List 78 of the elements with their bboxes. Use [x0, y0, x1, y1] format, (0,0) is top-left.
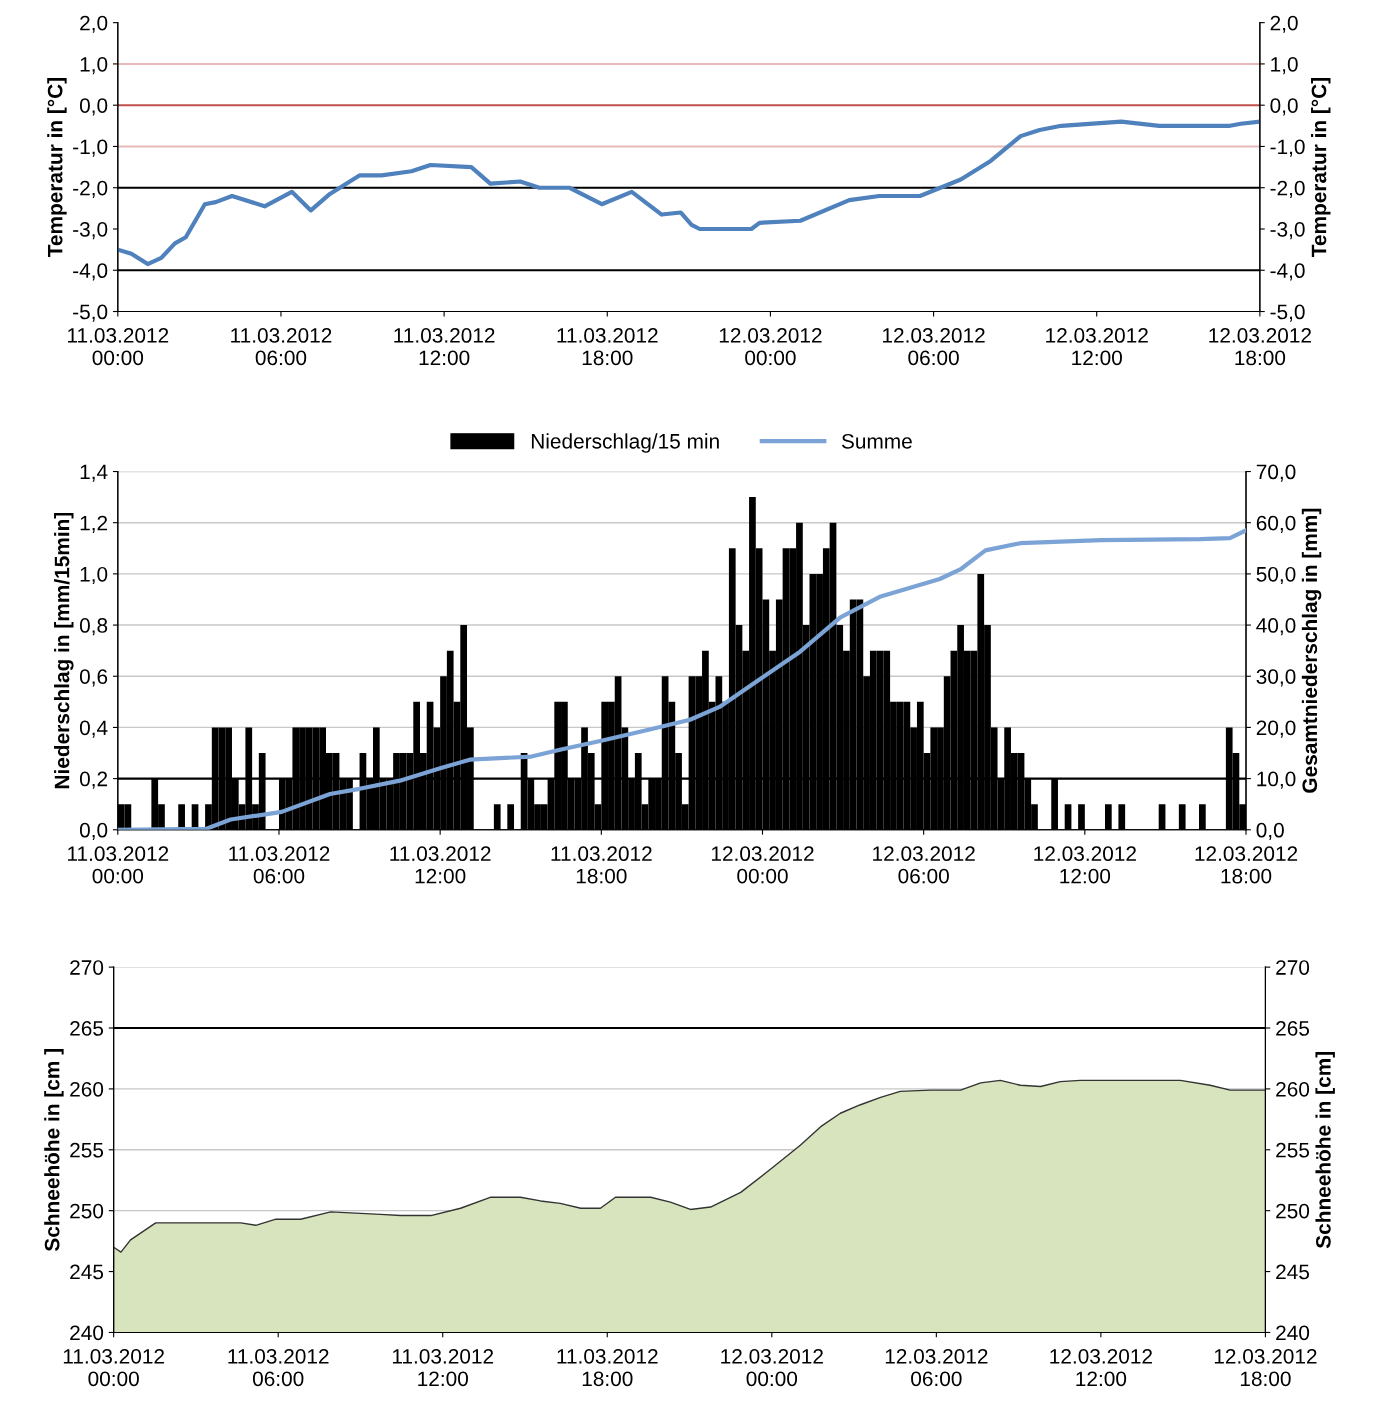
x-tick-label: 12.03.2012 06:00: [883, 328, 985, 366]
y2-axis-title: Temperatur in [°C]: [1311, 78, 1331, 258]
y-axis-title: Niederschlag in [mm/15min]: [54, 512, 74, 789]
x-tick-label: 11.03.2012 18:00: [551, 846, 652, 884]
x-tick-label: 11.03.2012 18:00: [557, 1348, 658, 1387]
y2-tick-label: 20,0: [1256, 720, 1296, 738]
x-tick-label: 11.03.2012 12:00: [394, 328, 495, 366]
x-tick-label: 12.03.2012 06:00: [873, 846, 975, 884]
y-tick-label: 260: [70, 1081, 104, 1097]
y-tick-label: -5,0: [73, 304, 108, 322]
x-tick-label: 12.03.2012 00:00: [711, 846, 814, 884]
y2-tick-label: 10,0: [1257, 771, 1296, 789]
y-tick-label: 250: [70, 1203, 104, 1219]
y2-tick-label: 0,0: [1256, 822, 1284, 840]
y2-tick-label: 2,0: [1270, 15, 1298, 33]
x-tick-label: 12.03.2012 12:00: [1046, 328, 1148, 366]
x-tick-label: 12.03.2012 00:00: [719, 328, 822, 366]
x-tick-label: 12.03.2012 18:00: [1209, 328, 1311, 366]
x-tick-label: 11.03.2012 12:00: [392, 1348, 494, 1387]
y-axis-title: Schneehöhe in [cm ]: [44, 1049, 64, 1252]
x-tick-label: 12.03.2012 12:00: [1050, 1348, 1152, 1387]
y2-tick-label: 255: [1276, 1142, 1310, 1158]
y-tick-label: 1,2: [80, 515, 108, 533]
x-tick-label: 12.03.2012 12:00: [1034, 846, 1136, 884]
x-tick-label: 11.03.2012 00:00: [63, 1348, 164, 1387]
y-tick-label: 0,0: [79, 98, 108, 116]
x-tick-label: 11.03.2012 06:00: [229, 846, 330, 884]
y2-tick-label: 0,0: [1270, 98, 1298, 116]
y-tick-label: 270: [70, 960, 104, 975]
y2-axis-title: Schneehöhe in [cm]: [1315, 1051, 1335, 1249]
y-tick-label: 0,8: [79, 618, 108, 636]
y-tick-label: 1,0: [80, 56, 108, 75]
y2-tick-label: 265: [1276, 1021, 1310, 1036]
y-axis-title: Temperatur in [°C]: [47, 78, 67, 258]
y-tick-label: 1,4: [80, 464, 108, 482]
y-tick-label: 0,0: [79, 822, 108, 840]
x-tick-label: 11.03.2012 12:00: [390, 846, 491, 884]
y-tick-label: 0,4: [79, 720, 108, 738]
y-tick-label: -1,0: [73, 139, 108, 157]
x-tick-label: 12.03.2012 06:00: [885, 1348, 988, 1387]
y2-tick-label: 1,0: [1271, 56, 1298, 75]
x-tick-label: 12.03.2012 18:00: [1214, 1348, 1317, 1387]
y-tick-label: 1,0: [80, 566, 108, 585]
y2-tick-label: -3,0: [1270, 221, 1305, 240]
x-tick-label: 11.03.2012 00:00: [68, 846, 169, 884]
y2-tick-label: 250: [1276, 1203, 1310, 1219]
y2-tick-label: -2,0: [1270, 180, 1305, 198]
y-tick-label: 240: [70, 1325, 104, 1341]
y-tick-label: 245: [70, 1264, 104, 1280]
y2-axis-title: Gesamtniederschlag in [mm]: [1301, 508, 1322, 793]
x-tick-label: 11.03.2012 18:00: [557, 328, 658, 366]
legend-label: Niederschlag/15 min: [531, 433, 719, 453]
y2-tick-label: 40,0: [1256, 618, 1296, 636]
y2-tick-label: 270: [1276, 960, 1310, 975]
y2-tick-label: -1,0: [1270, 139, 1305, 157]
x-tick-label: 11.03.2012 00:00: [68, 328, 169, 366]
x-tick-label: 12.03.2012 18:00: [1195, 846, 1298, 884]
y-tick-label: 2,0: [80, 15, 108, 33]
y-tick-label: 255: [70, 1142, 104, 1158]
y2-tick-label: -5,0: [1270, 304, 1305, 322]
x-tick-label: 12.03.2012 00:00: [721, 1348, 823, 1387]
y2-tick-label: 50,0: [1256, 566, 1296, 585]
legend-label: Summe: [841, 433, 912, 449]
y-tick-label: 0,2: [79, 771, 108, 789]
y2-tick-label: 260: [1276, 1081, 1310, 1097]
y-tick-label: -3,0: [73, 221, 108, 240]
y2-tick-label: 240: [1276, 1325, 1310, 1341]
y-tick-label: 265: [70, 1021, 104, 1036]
y2-tick-label: 60,0: [1256, 515, 1296, 533]
y2-tick-label: 30,0: [1256, 669, 1296, 687]
x-tick-label: 11.03.2012 06:00: [231, 328, 332, 366]
x-tick-label: 11.03.2012 06:00: [228, 1348, 329, 1387]
y-tick-label: 0,6: [79, 669, 108, 687]
y2-tick-label: -4,0: [1270, 263, 1305, 281]
y2-tick-label: 245: [1276, 1264, 1310, 1280]
y2-tick-label: 70,0: [1256, 464, 1296, 482]
y-tick-label: -2,0: [73, 180, 108, 198]
y-tick-label: -4,0: [73, 263, 108, 281]
